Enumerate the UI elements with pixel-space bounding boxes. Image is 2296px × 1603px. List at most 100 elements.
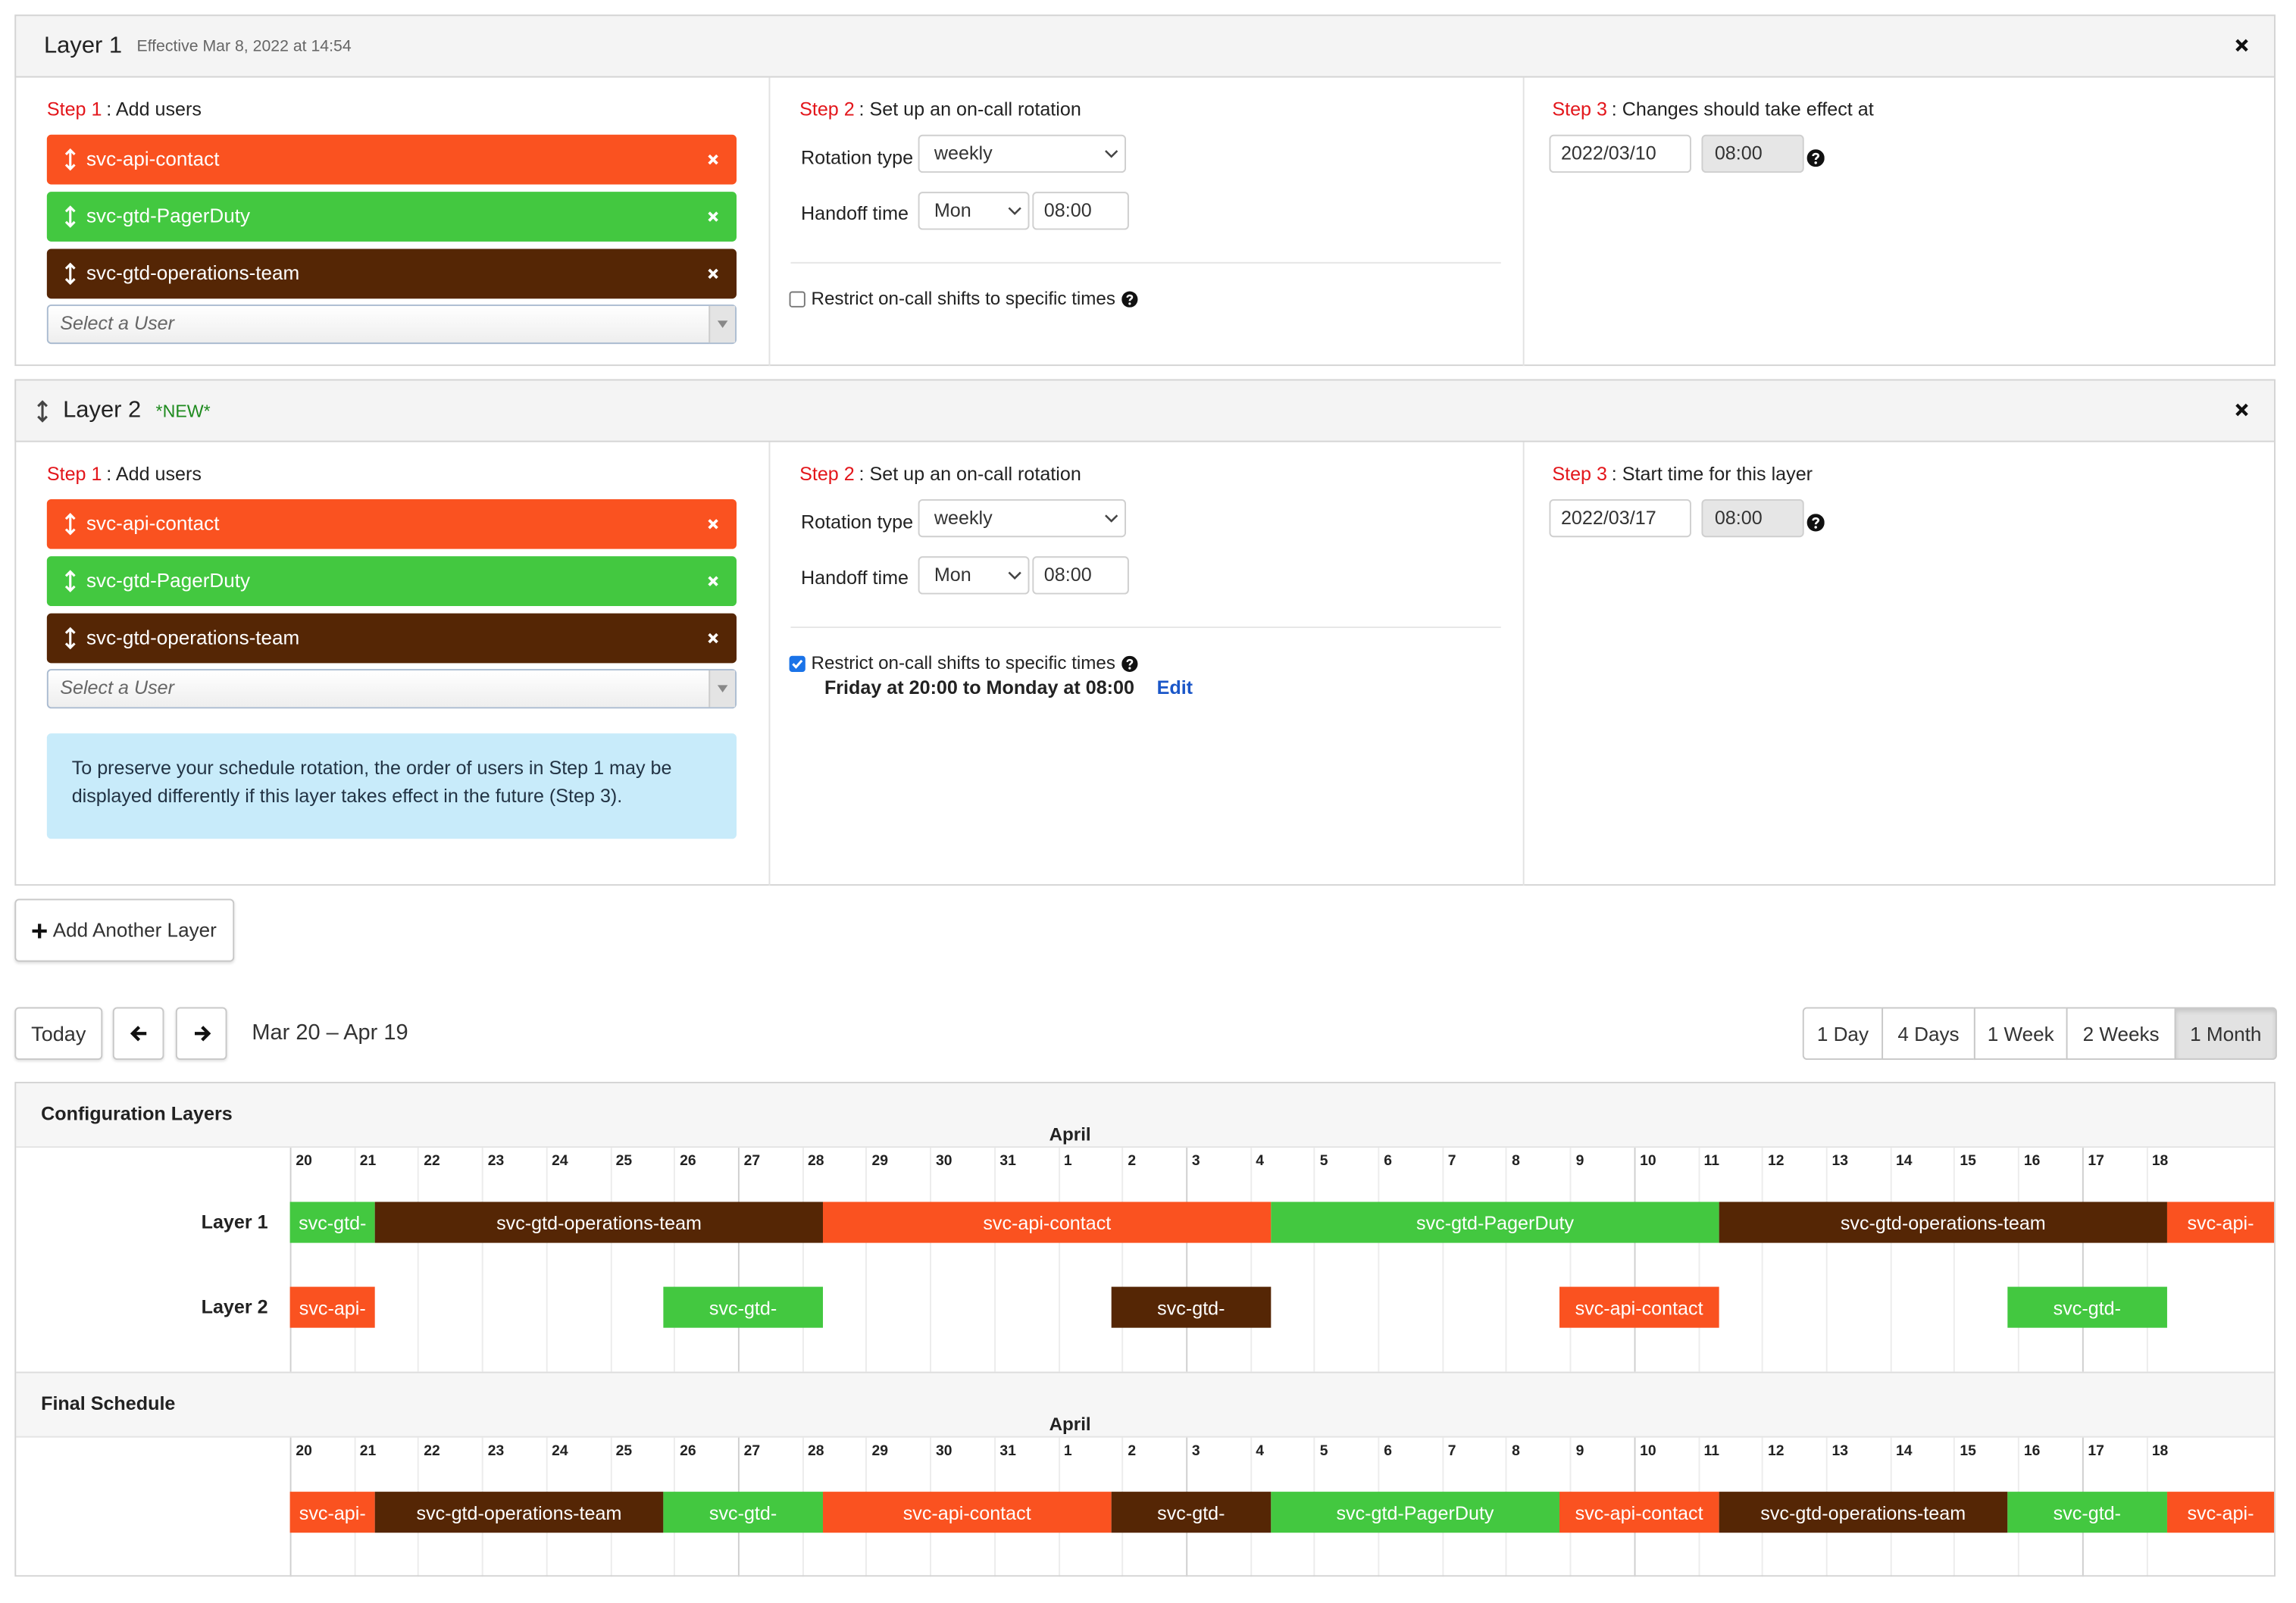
user-select[interactable]: Select a User [46,669,737,709]
shift-block[interactable]: svc-gtd-PagerDuty [1271,1201,1719,1243]
shift-block[interactable]: svc-api- [289,1286,375,1328]
start-date-input[interactable]: 2022/03/10 [1549,134,1691,173]
day-label: 30 [935,1153,952,1170]
today-button[interactable]: Today [14,1007,103,1061]
shift-block[interactable]: svc-api-contact [823,1201,1272,1243]
handoff-day-select[interactable]: Mon [918,192,1030,230]
step-heading: Step 3: Start time for this layer [1552,460,2255,489]
user-pill[interactable]: svc-gtd-operations-team [46,248,737,299]
separator [790,627,1501,628]
day-label: 21 [359,1153,377,1170]
day-label: 7 [1447,1153,1456,1170]
prev-button[interactable] [112,1007,164,1061]
remove-user[interactable] [707,575,718,586]
shift-block[interactable]: svc-api- [2166,1201,2274,1243]
shift-block[interactable]: svc-gtd- [663,1492,824,1533]
select-placeholder: Select a User [60,311,175,334]
day-grid-line [1378,1148,1380,1372]
remove-user[interactable] [707,268,718,280]
add-layer-button[interactable]: Add Another Layer [14,898,235,962]
shift-block[interactable]: svc-gtd- [289,1201,375,1243]
user-select[interactable]: Select a User [46,304,737,345]
day-label: 24 [552,1443,568,1460]
help-icon [1121,655,1137,672]
shift-block[interactable]: svc-api-contact [1559,1492,1719,1533]
day-label: 4 [1256,1153,1265,1170]
handoff-time-input[interactable]: 08:00 [1032,192,1129,230]
view-button[interactable]: 4 Days [1882,1007,1975,1061]
restrict-label: Restrict on-call shifts to specific time… [811,288,1115,309]
day-label: 14 [1895,1153,1913,1170]
shift-label: svc-gtd-operations-team [496,1211,702,1234]
user-name: svc-gtd-operations-team [86,261,300,284]
restrict-checkbox[interactable] [789,290,805,307]
next-button[interactable] [175,1007,227,1061]
day-grid-line [1058,1148,1060,1372]
start-time-input[interactable]: 08:00 [1701,498,1804,538]
day-label: 16 [2023,1153,2041,1170]
shift-block[interactable]: svc-gtd-operations-team [374,1492,664,1533]
remove-user[interactable] [707,211,718,222]
column-divider [1522,77,1525,367]
step-number: Step 3 [1552,462,1607,485]
day-label: 1 [1063,1153,1072,1170]
shift-block[interactable]: svc-gtd-operations-team [1719,1492,2007,1533]
day-grid-line [993,1148,996,1372]
shift-label: svc-gtd-PagerDuty [1336,1501,1494,1523]
day-label: 28 [808,1443,824,1460]
day-grid-line [1825,1148,1828,1372]
view-button[interactable]: 1 Month [2174,1007,2277,1061]
user-pill[interactable]: svc-gtd-PagerDuty [46,556,737,607]
rotation-type-select[interactable]: weekly [918,134,1127,173]
day-label: 26 [680,1153,696,1170]
step-heading: Step 1: Add users [47,460,750,489]
user-pill[interactable]: svc-api-contact [46,498,737,549]
user-pill[interactable]: svc-api-contact [46,134,737,185]
shift-block[interactable]: svc-gtd- [1111,1492,1272,1533]
day-label: 23 [487,1443,505,1460]
shift-block[interactable]: svc-gtd- [1111,1286,1272,1328]
day-label: 2 [1128,1443,1137,1460]
shift-block[interactable]: svc-gtd-operations-team [374,1201,824,1243]
user-pill[interactable]: svc-gtd-PagerDuty [46,192,737,242]
restrict-row: Restrict on-call shifts to specific time… [789,284,1375,314]
restrict-label: Restrict on-call shifts to specific time… [811,652,1115,673]
day-label: 25 [615,1153,633,1170]
user-pill[interactable]: svc-gtd-operations-team [46,613,737,664]
start-date-input[interactable]: 2022/03/17 [1549,498,1691,538]
help-icon [1806,149,1825,167]
day-grid-line [546,1148,548,1372]
step-number: Step 2 [799,462,855,485]
close-layer[interactable] [2235,38,2249,52]
shift-block[interactable]: svc-gtd- [663,1286,824,1328]
rotation-type-select[interactable]: weekly [918,498,1127,538]
month-label: April [1049,1414,1091,1435]
shift-label: svc-gtd-operations-team [1760,1501,1966,1523]
shift-block[interactable]: svc-gtd- [2007,1492,2167,1533]
start-time-input[interactable]: 08:00 [1701,134,1804,173]
view-button[interactable]: 1 Week [1973,1007,2068,1061]
day-label: 2 [1128,1153,1137,1170]
remove-user[interactable] [707,518,718,530]
shift-block[interactable]: svc-gtd- [2007,1286,2167,1328]
view-button[interactable]: 1 Day [1802,1007,1884,1061]
shift-block[interactable]: svc-api-contact [823,1492,1112,1533]
handoff-day-select[interactable]: Mon [918,556,1030,595]
shift-block[interactable]: svc-gtd-operations-team [1719,1201,2167,1243]
remove-user[interactable] [707,154,718,165]
remove-user[interactable] [707,633,718,644]
restrict-checkbox[interactable] [789,655,805,672]
shift-block[interactable]: svc-api-contact [1559,1286,1719,1328]
shift-block[interactable]: svc-gtd-PagerDuty [1271,1492,1559,1533]
view-button[interactable]: 2 Weeks [2066,1007,2176,1061]
shift-label: svc-gtd- [1157,1501,1225,1523]
shift-block[interactable]: svc-api- [289,1492,375,1533]
chevron [1007,571,1021,580]
shift-block[interactable]: svc-api- [2166,1492,2274,1533]
close-layer[interactable] [2235,402,2249,417]
edit-restriction[interactable]: Edit [1156,676,1193,698]
handoff-time-input[interactable]: 08:00 [1032,556,1129,595]
select-arrow [709,670,736,708]
day-header-line [16,1146,2275,1148]
